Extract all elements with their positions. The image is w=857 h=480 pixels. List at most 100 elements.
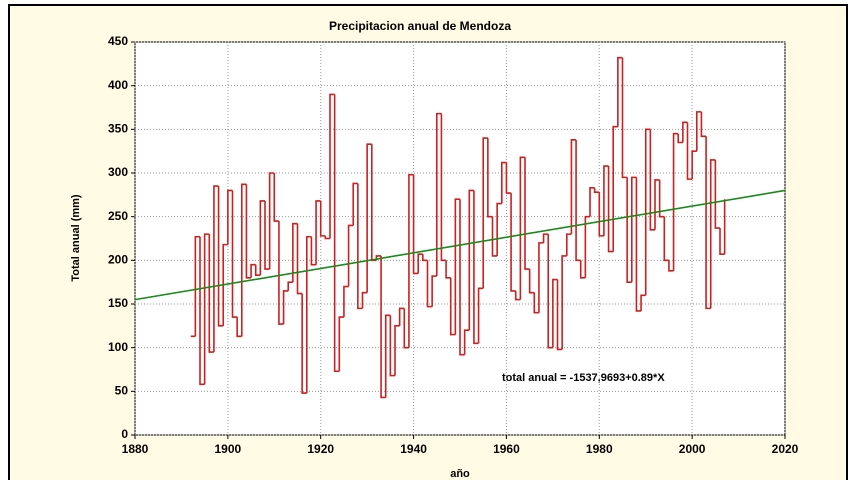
step-segment: [199, 236, 205, 386]
step-segment: [333, 94, 340, 373]
step-segment: [347, 224, 354, 287]
step-segment: [473, 190, 479, 345]
x-tick-label: 2000: [679, 442, 706, 456]
step-segment: [630, 176, 637, 283]
step-segment: [412, 174, 419, 275]
step-segment: [264, 200, 270, 270]
step-segment: [621, 57, 628, 179]
step-segment: [445, 260, 451, 279]
step-segment: [579, 260, 586, 279]
step-segment: [217, 186, 224, 327]
step-segment: [459, 199, 465, 356]
step-segment: [505, 162, 512, 194]
step-segment: [677, 133, 683, 144]
step-segment: [528, 269, 535, 294]
step-segment: [695, 111, 702, 152]
step-segment: [384, 314, 391, 398]
step-segment: [352, 182, 358, 226]
step-segment: [357, 183, 363, 310]
x-tick-label: 1980: [586, 442, 613, 456]
step-segment: [431, 275, 437, 307]
annotation: total anual = -1537,9693+0.89*X: [502, 372, 665, 384]
step-segment: [603, 165, 609, 236]
step-segment: [240, 183, 247, 337]
step-segment: [449, 277, 456, 336]
step-segment: [366, 143, 372, 293]
step-segment: [510, 193, 516, 292]
step-segment: [343, 285, 349, 318]
step-segment: [319, 200, 326, 237]
step-segment: [268, 172, 275, 270]
step-segment: [682, 121, 688, 143]
step-segment: [612, 125, 618, 252]
step-segment: [301, 293, 307, 394]
step-segment: [282, 290, 289, 325]
step-segment: [329, 93, 335, 239]
y-axis-label: Total anual (mm): [70, 194, 82, 282]
step-segment: [227, 189, 233, 245]
step-segment: [552, 278, 558, 348]
step-segment: [626, 177, 632, 283]
y-tick-label: 0: [121, 427, 128, 441]
step-segment: [422, 254, 428, 262]
step-segment: [589, 187, 595, 217]
step-segment: [254, 264, 261, 276]
step-segment: [617, 56, 623, 127]
step-segment: [570, 139, 577, 235]
step-segment: [231, 190, 238, 318]
step-segment: [408, 173, 414, 348]
step-segment: [278, 221, 284, 325]
step-segment: [649, 129, 655, 231]
step-segment: [533, 292, 539, 314]
step-segment: [236, 317, 242, 338]
step-segment: [273, 173, 279, 222]
y-tick-label: 400: [108, 78, 128, 92]
step-segment: [584, 215, 590, 278]
step-segment: [714, 159, 720, 229]
step-segment: [194, 235, 200, 337]
step-segment: [468, 189, 474, 331]
step-segment: [514, 290, 521, 301]
step-segment: [394, 325, 400, 376]
step-segment: [454, 198, 460, 335]
step-segment: [417, 253, 423, 274]
step-segment: [668, 260, 674, 272]
step-segment: [203, 233, 210, 385]
y-tick-label: 200: [108, 253, 128, 267]
step-segment: [482, 137, 488, 289]
step-segment: [324, 235, 330, 240]
step-segment: [222, 243, 228, 326]
step-segment: [310, 236, 317, 266]
step-segment: [435, 112, 442, 277]
step-segment: [463, 329, 470, 355]
step-segment: [491, 216, 498, 257]
step-segment: [487, 138, 493, 218]
x-tick-label: 1880: [122, 442, 149, 456]
y-tick-label: 100: [108, 340, 128, 354]
step-segment: [398, 307, 405, 326]
step-segment: [575, 139, 581, 262]
step-segment: [389, 315, 395, 377]
step-segment: [700, 111, 707, 138]
trend-line: [134, 189, 786, 301]
step-segment: [292, 222, 298, 283]
step-segment: [315, 200, 321, 265]
step-segment: [565, 233, 572, 256]
step-segment: [305, 235, 312, 394]
step-segment: [296, 223, 303, 295]
step-segment: [691, 150, 697, 180]
step-segment: [361, 291, 368, 309]
step-segment: [644, 128, 651, 296]
step-segment: [440, 113, 447, 262]
step-segment: [213, 185, 219, 353]
x-tick-label: 1920: [307, 442, 334, 456]
step-segment: [686, 122, 693, 180]
step-segment: [719, 228, 725, 256]
y-tick-label: 350: [108, 122, 128, 136]
x-axis-label: año: [450, 468, 470, 480]
step-segment: [561, 255, 567, 350]
step-segment: [672, 132, 679, 271]
step-segment: [654, 179, 660, 230]
step-segment: [598, 192, 604, 237]
